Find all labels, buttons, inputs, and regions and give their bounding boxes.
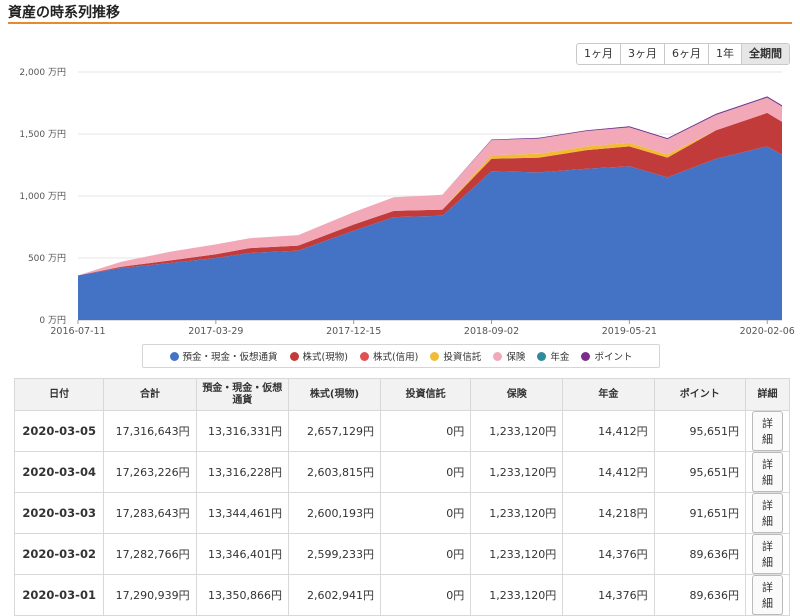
col-pension: 年金 <box>562 378 655 411</box>
x-tick-label: 2017-03-29 <box>188 326 243 337</box>
legend-dot <box>289 351 299 361</box>
legend-item-points[interactable]: ポイント <box>581 349 632 363</box>
col-deposit: 預金・現金・仮想通貨 <box>195 378 289 411</box>
y-tick-label: 1,000 万円 <box>19 191 66 202</box>
detail-button[interactable]: 詳細 <box>752 575 783 615</box>
col-insurance: 保険 <box>470 378 564 411</box>
table-row: 2020-03-01 17,290,939円 13,350,866円 2,602… <box>13 574 790 616</box>
y-tick-label: 0 万円 <box>39 315 66 326</box>
table-row: 2020-03-04 17,263,226円 13,316,228円 2,603… <box>13 451 790 493</box>
legend-item-deposit[interactable]: 預金・現金・仮想通貨 <box>169 349 278 363</box>
col-detail: 詳細 <box>745 378 790 411</box>
table-row: 2020-03-05 17,316,643円 13,316,331円 2,657… <box>13 410 790 452</box>
table-row: 2020-03-03 17,283,643円 13,344,461円 2,600… <box>13 492 790 534</box>
range-6month-button[interactable]: 6ヶ月 <box>664 44 708 64</box>
y-tick-label: 1,500 万円 <box>19 129 66 140</box>
detail-button[interactable]: 詳細 <box>752 534 783 574</box>
legend-dot <box>359 351 369 361</box>
asset-history-chart: 0 万円 500 万円 1,000 万円 1,500 万円 2,000 万円 2016-0… <box>19 67 795 337</box>
detail-button[interactable]: 詳細 <box>752 411 783 451</box>
range-all-button[interactable]: 全期間 <box>741 44 789 64</box>
col-stock: 株式(現物) <box>287 378 382 411</box>
series-area-4 <box>78 97 782 276</box>
col-date: 日付 <box>13 378 105 411</box>
x-tick-label: 2020-02-06 <box>740 326 795 337</box>
legend-dot <box>169 351 179 361</box>
series-area-0 <box>78 146 782 320</box>
title-underline <box>8 22 792 24</box>
legend-item-pension[interactable]: 年金 <box>537 349 569 363</box>
y-tick-label: 500 万円 <box>28 253 66 264</box>
legend-item-stock-margin[interactable]: 株式(信用) <box>359 349 418 363</box>
table-row: 2020-03-02 17,282,766円 13,346,401円 2,599… <box>13 533 790 575</box>
series-area-1 <box>78 112 782 276</box>
x-tick-label: 2018-09-02 <box>464 326 519 337</box>
y-tick-label: 2,000 万円 <box>19 67 66 78</box>
range-selector: 1ヶ月 3ヶ月 6ヶ月 1年 全期間 <box>576 43 790 65</box>
chart-legend: 預金・現金・仮想通貨 株式(現物) 株式(信用) 投資信託 保険 年金 ポイント <box>142 344 660 368</box>
legend-dot <box>537 351 547 361</box>
x-tick-label: 2019-05-21 <box>602 326 657 337</box>
col-total: 合計 <box>103 378 197 411</box>
asset-table: 日付 合計 預金・現金・仮想通貨 株式(現物) 投資信託 保険 年金 ポイント … <box>13 378 790 616</box>
table-header-row: 日付 合計 預金・現金・仮想通貨 株式(現物) 投資信託 保険 年金 ポイント … <box>13 378 790 411</box>
page-title: 資産の時系列推移 <box>8 5 120 21</box>
legend-dot <box>430 351 440 361</box>
range-1month-button[interactable]: 1ヶ月 <box>584 47 613 60</box>
legend-item-fund[interactable]: 投資信託 <box>430 349 481 363</box>
x-tick-label: 2017-12-15 <box>326 326 381 337</box>
col-fund: 投資信託 <box>379 378 472 411</box>
range-1year-button[interactable]: 1年 <box>708 44 741 64</box>
detail-button[interactable]: 詳細 <box>752 493 783 533</box>
legend-item-insurance[interactable]: 保険 <box>493 349 525 363</box>
legend-dot <box>581 351 591 361</box>
col-points: ポイント <box>653 378 747 411</box>
legend-item-stock-cash[interactable]: 株式(現物) <box>289 349 348 363</box>
range-3month-button[interactable]: 3ヶ月 <box>620 44 664 64</box>
x-tick-label: 2016-07-11 <box>50 326 105 337</box>
legend-dot <box>493 351 503 361</box>
detail-button[interactable]: 詳細 <box>752 452 783 492</box>
